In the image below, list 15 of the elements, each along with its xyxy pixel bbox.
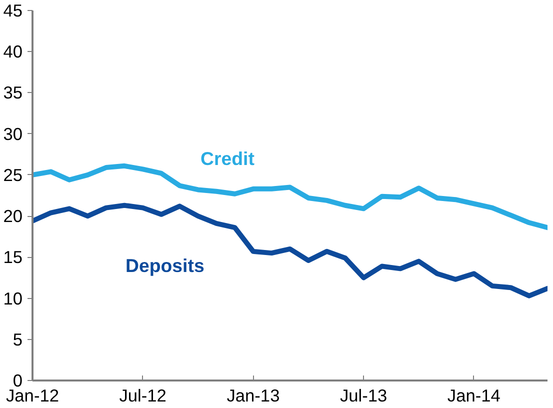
y-tick-label: 15 [3, 247, 23, 268]
y-tick-label: 45 [3, 0, 23, 20]
y-tick-label: 40 [3, 42, 23, 62]
x-tick-label: Jul-12 [119, 386, 166, 406]
x-tick-label: Jan-14 [447, 386, 501, 406]
y-tick-label: 5 [12, 329, 23, 350]
y-tick-label: 20 [3, 206, 23, 226]
y-tick-label: 25 [3, 164, 23, 185]
y-tick-label: 10 [3, 288, 23, 308]
series-label: Credit [200, 148, 254, 169]
series-label: Deposits [126, 254, 204, 276]
y-tick-label: 35 [3, 82, 23, 103]
x-tick-label: Jul-13 [340, 386, 388, 406]
y-tick-label: 30 [3, 124, 23, 144]
x-tick-label: Jan-13 [226, 386, 280, 406]
